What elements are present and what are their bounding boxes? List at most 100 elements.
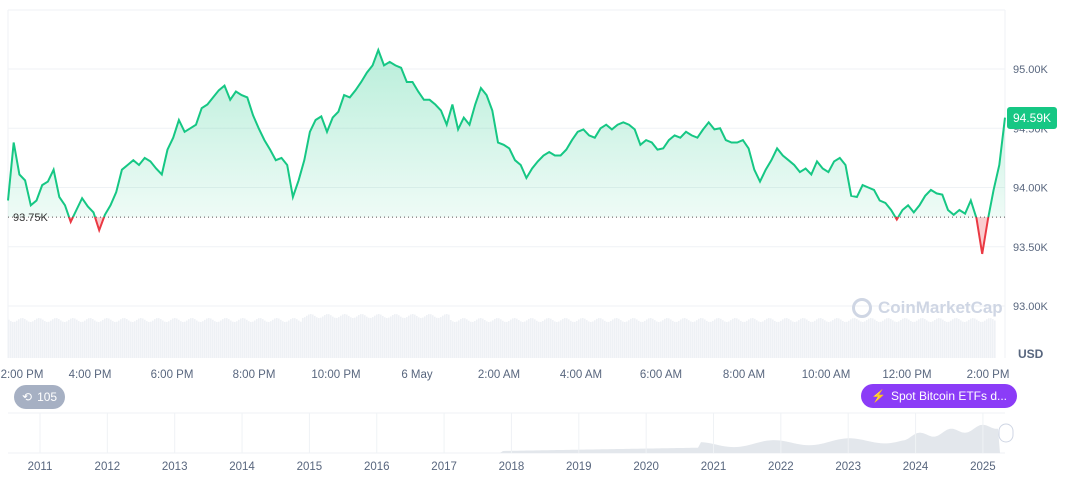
volume-bar [596, 318, 598, 358]
volume-bar [144, 319, 146, 358]
volume-bar [482, 318, 484, 358]
volume-bar [842, 320, 844, 358]
volume-bar [28, 321, 30, 358]
volume-bar [934, 319, 936, 358]
navigator-year-label: 2025 [970, 461, 996, 473]
volume-bar [736, 318, 738, 358]
navigator-year-label: 2015 [297, 461, 323, 473]
volume-bar [316, 317, 318, 358]
volume-bar [264, 320, 266, 358]
area-fill-up [8, 50, 1005, 218]
volume-bar [846, 321, 848, 358]
volume-bar [990, 318, 992, 358]
volume-bar [288, 320, 290, 358]
volume-bar [796, 321, 798, 358]
volume-bar [182, 321, 184, 358]
volume-bar [936, 318, 938, 358]
volume-bar [222, 319, 224, 358]
volume-bar [170, 319, 172, 358]
volume-bar [370, 317, 372, 358]
volume-bar [92, 319, 94, 358]
volume-bar [624, 321, 626, 358]
volume-bar [128, 320, 130, 358]
volume-bar [604, 320, 606, 358]
volume-bar [572, 321, 574, 358]
volume-bar [496, 318, 498, 358]
volume-bar [472, 321, 474, 358]
volume-bar [476, 319, 478, 358]
volume-bar [176, 318, 178, 358]
volume-bar [114, 321, 116, 358]
volume-bar [594, 320, 596, 358]
volume-bar [60, 320, 62, 358]
volume-bar [518, 320, 520, 358]
volume-bar [702, 318, 704, 358]
y-tick-label: 95.00K [1013, 64, 1049, 76]
volume-bar [546, 318, 548, 358]
volume-bar [312, 314, 314, 358]
volume-bar [704, 319, 706, 358]
navigator-handle[interactable] [998, 423, 1014, 443]
volume-bar [548, 318, 550, 358]
volume-bar [550, 318, 552, 358]
volume-bar [120, 319, 122, 358]
volume-bar [588, 321, 590, 358]
volume-bar [728, 321, 730, 358]
volume-bar [734, 318, 736, 358]
x-tick-label: 4:00 PM [69, 369, 112, 381]
volume-bar [630, 318, 632, 358]
volume-bar [274, 318, 276, 358]
volume-bar [338, 317, 340, 358]
volume-bar [432, 315, 434, 358]
volume-bar [838, 318, 840, 358]
volume-bar [438, 317, 440, 358]
volume-bar [576, 320, 578, 358]
volume-bar [498, 318, 500, 358]
volume-bar [832, 320, 834, 358]
volume-bar [540, 321, 542, 358]
volume-bar [628, 320, 630, 358]
volume-bar [786, 318, 788, 358]
volume-bar [524, 321, 526, 358]
volume-bar [24, 318, 26, 358]
volume-bar [636, 319, 638, 358]
volume-bar [276, 318, 278, 358]
volume-bar [84, 320, 86, 358]
volume-bar [516, 318, 518, 358]
volume-bar [710, 321, 712, 358]
volume-bar [490, 321, 492, 358]
volume-bar [362, 314, 364, 358]
volume-bar [602, 319, 604, 358]
volume-bar [174, 318, 176, 358]
volume-bar [256, 319, 258, 358]
x-tick-label: 6 May [401, 369, 433, 381]
volume-bar [918, 319, 920, 358]
volume-bar [494, 318, 496, 358]
volume-bar [864, 321, 866, 358]
volume-bar [570, 320, 572, 358]
volume-bar [104, 318, 106, 358]
volume-bar [706, 320, 708, 358]
volume-bar [262, 319, 264, 358]
navigator-year-label: 2022 [768, 461, 794, 473]
volume-bar [340, 315, 342, 358]
volume-bar [730, 320, 732, 358]
volume-bar [654, 320, 656, 358]
volume-bar [230, 320, 232, 358]
volume-bar [166, 321, 168, 358]
volume-bar [770, 318, 772, 358]
volume-bar [798, 320, 800, 358]
volume-bar [38, 318, 40, 358]
volume-bar [856, 318, 858, 358]
event-badge[interactable]: ⚡ Spot Bitcoin ETFs d... [861, 384, 1017, 408]
history-badge[interactable]: ⟲ 105 [14, 385, 66, 409]
y-tick-label: 94.00K [1013, 183, 1049, 195]
volume-bar [414, 314, 416, 358]
volume-bar [398, 315, 400, 358]
volume-bar [780, 320, 782, 358]
x-tick-label: 4:00 AM [560, 369, 602, 381]
volume-bar [568, 319, 570, 358]
volume-bar [644, 320, 646, 358]
volume-bar [196, 320, 198, 358]
